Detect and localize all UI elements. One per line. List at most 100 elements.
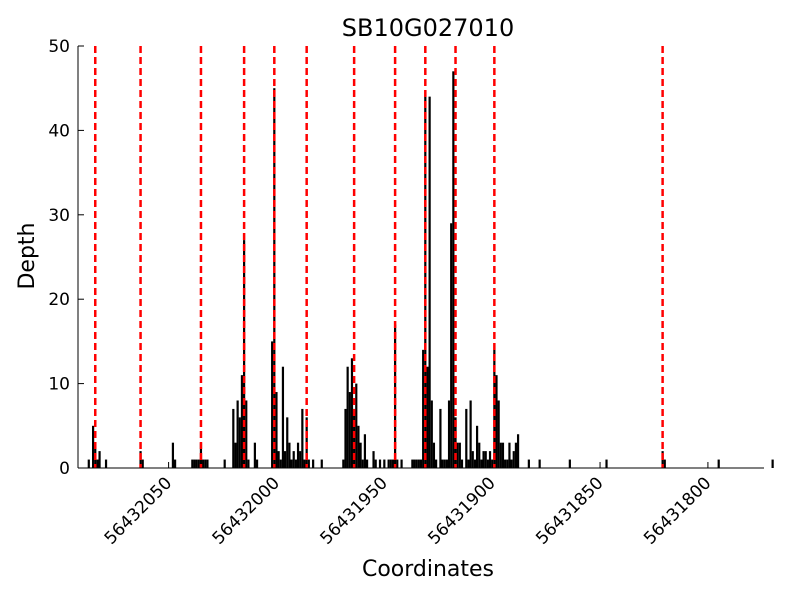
depth-bar	[87, 459, 90, 468]
depth-bar	[493, 349, 496, 468]
depth-bar	[365, 459, 369, 468]
depth-bar	[234, 442, 237, 468]
depth-bar	[320, 459, 323, 468]
bars-layer	[87, 71, 774, 468]
depth-bar	[435, 459, 438, 468]
depth-bar	[96, 459, 99, 468]
depth-bar	[236, 400, 239, 468]
depth-bar	[663, 459, 666, 468]
depth-bar	[171, 442, 175, 468]
x-ticks-layer: 56432050 56432000 56431950 56431900 56431850…	[101, 462, 715, 549]
depth-bar	[568, 459, 571, 468]
depth-bar	[281, 366, 285, 468]
depth-bar	[191, 459, 194, 468]
y-tick-label: 50	[48, 37, 70, 57]
depth-bar	[508, 442, 511, 468]
depth-bar	[342, 459, 345, 468]
depth-bar	[307, 459, 310, 468]
depth-bar	[197, 459, 200, 468]
depth-bar	[484, 451, 487, 468]
y-ticks-layer: 0 10 20 30 40 50	[48, 37, 84, 479]
depth-bar	[432, 442, 436, 468]
depth-bar	[417, 459, 420, 468]
depth-bar	[247, 459, 250, 468]
depth-bar	[512, 451, 515, 468]
depth-bar	[717, 459, 720, 468]
x-tick-label: 56431850	[532, 473, 607, 548]
depth-bar	[344, 408, 347, 468]
depth-bar	[206, 459, 209, 468]
x-tick-label: 56431900	[424, 473, 499, 548]
depth-bar	[286, 417, 289, 468]
depth-bar	[372, 451, 375, 468]
depth-bar	[445, 459, 448, 468]
depth-bar	[391, 459, 395, 468]
x-tick-label: 56431800	[640, 473, 715, 548]
depth-bar	[240, 375, 244, 468]
depth-bar	[255, 459, 259, 468]
reference-lines-layer	[94, 46, 664, 468]
depth-bar	[290, 459, 293, 468]
depth-bar	[504, 459, 507, 468]
depth-bar	[204, 459, 207, 468]
depth-bar	[482, 451, 485, 468]
depth-bar	[415, 459, 418, 468]
depth-bar	[499, 442, 502, 468]
depth-bar	[283, 451, 287, 468]
axes-layer	[77, 46, 764, 469]
depth-bar	[346, 366, 349, 468]
x-tick-label: 56432050	[101, 473, 176, 548]
y-tick-label: 40	[48, 121, 70, 141]
depth-bar	[460, 459, 464, 468]
depth-bar	[312, 459, 315, 468]
depth-bar	[450, 223, 453, 468]
depth-bar	[516, 434, 520, 468]
depth-bar	[443, 459, 446, 468]
depth-bar	[441, 459, 444, 468]
y-tick-label: 30	[48, 206, 70, 226]
depth-bar	[771, 459, 774, 468]
y-tick-label: 20	[48, 290, 70, 310]
depth-bar	[296, 442, 300, 468]
y-tick-label: 0	[59, 459, 70, 479]
depth-bar	[98, 451, 101, 468]
depth-bar	[413, 459, 416, 468]
depth-bar	[506, 459, 509, 468]
depth-bar	[357, 425, 360, 468]
depth-bar	[411, 459, 414, 468]
depth-bar	[480, 459, 483, 468]
depth-bar	[514, 442, 518, 468]
depth-bar	[353, 408, 356, 468]
depth-bar	[538, 459, 541, 468]
depth-bar	[527, 459, 530, 468]
depth-bar	[104, 459, 108, 468]
depth-bar	[430, 400, 433, 468]
depth-bar	[202, 459, 205, 468]
depth-bar	[292, 451, 295, 468]
depth-bar	[605, 459, 608, 468]
depth-bar	[475, 425, 479, 468]
depth-bar	[396, 459, 399, 468]
depth-bar	[348, 392, 351, 468]
depth-bar	[458, 442, 461, 468]
depth-bar	[426, 366, 429, 468]
depth-bar	[223, 459, 226, 468]
depth-bar	[389, 459, 392, 468]
depth-bar	[510, 459, 513, 468]
depth-bar	[355, 383, 358, 468]
depth-bar	[422, 349, 425, 468]
depth-bar	[486, 459, 489, 468]
depth-bar	[495, 375, 498, 468]
x-axis-label: Coordinates	[362, 557, 494, 582]
depth-bar	[471, 451, 474, 468]
y-axis-label: Depth	[15, 222, 40, 289]
depth-bar	[452, 71, 455, 468]
depth-bar	[238, 417, 241, 468]
depth-bar	[497, 400, 500, 468]
depth-bar	[288, 442, 291, 468]
depth-bar	[141, 459, 144, 468]
y-tick-label: 10	[48, 375, 70, 395]
depth-bar	[279, 459, 282, 468]
depth-bar	[303, 459, 306, 468]
